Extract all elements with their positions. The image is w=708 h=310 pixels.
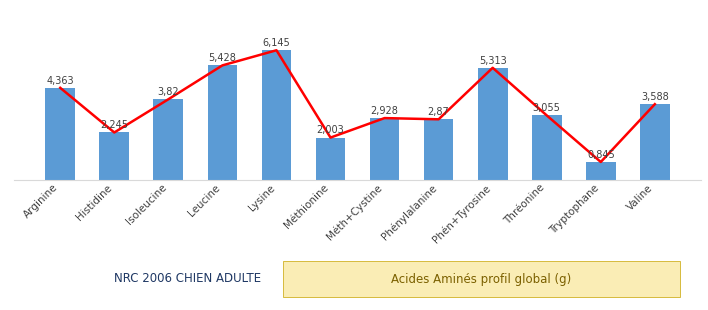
Text: 5,313: 5,313: [479, 56, 506, 66]
Bar: [316, 138, 346, 180]
Text: 2,87: 2,87: [428, 107, 450, 117]
Text: 5,428: 5,428: [208, 53, 236, 63]
Bar: [532, 115, 561, 180]
Text: NRC 2006 CHIEN ADULTE: NRC 2006 CHIEN ADULTE: [114, 272, 261, 286]
Text: 3,055: 3,055: [533, 103, 561, 113]
Text: 3,588: 3,588: [641, 92, 669, 102]
Bar: [45, 88, 75, 180]
Text: 0,845: 0,845: [587, 150, 615, 160]
Text: Acides Aminés profil global (g): Acides Aminés profil global (g): [392, 272, 571, 286]
Bar: [261, 50, 291, 180]
Text: 6,145: 6,145: [263, 38, 290, 48]
Bar: [640, 104, 670, 180]
Text: 2,003: 2,003: [316, 126, 344, 135]
Bar: [154, 99, 183, 180]
Text: 3,82: 3,82: [158, 87, 179, 97]
Text: 4,363: 4,363: [47, 76, 74, 86]
Bar: [478, 68, 508, 180]
Bar: [586, 162, 616, 180]
Text: 2,245: 2,245: [101, 120, 128, 131]
Bar: [99, 132, 129, 180]
Bar: [370, 118, 399, 180]
Text: 2,928: 2,928: [370, 106, 399, 116]
Bar: [424, 119, 454, 180]
Bar: [207, 65, 237, 180]
